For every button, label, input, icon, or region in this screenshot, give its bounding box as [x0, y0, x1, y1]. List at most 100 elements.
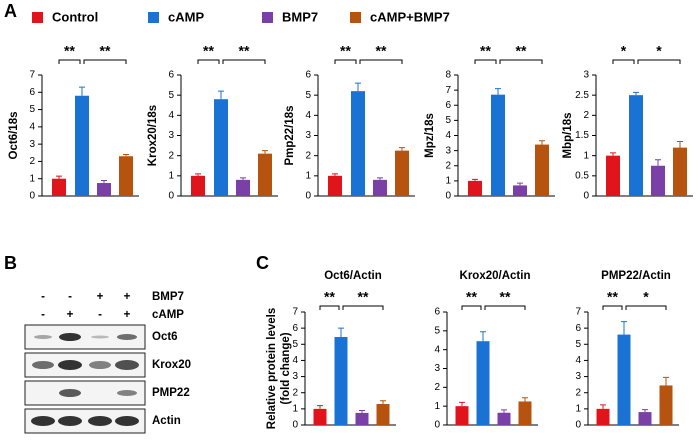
significance-bracket [484, 305, 526, 310]
y-tick-label: 3 [292, 371, 298, 382]
error-bar [539, 140, 545, 145]
y-axis-label: Mbp/18s [562, 112, 574, 158]
bar [535, 144, 549, 196]
y-tick-label: 5 [575, 339, 581, 350]
error-bar [399, 147, 405, 151]
significance-label: * [621, 43, 627, 59]
significance-bracket [222, 59, 266, 64]
error-bar [355, 82, 361, 92]
y-axis-label: Pmp22/18s [284, 105, 296, 165]
error-bar [195, 173, 201, 176]
y-tick-label: 2 [434, 382, 440, 393]
band-label: PMP22 [152, 387, 190, 399]
y-tick-label: 0 [434, 420, 440, 431]
y-tick-label: 2 [445, 160, 451, 171]
error-bar [240, 177, 246, 180]
error-bar [621, 321, 627, 335]
condition-sign: - [41, 309, 45, 321]
bar [513, 185, 527, 196]
y-tick-label: 7 [575, 307, 581, 318]
condition-sign: + [124, 291, 131, 303]
significance-bracket [499, 59, 543, 64]
bar [376, 404, 390, 425]
y-tick-label: 3 [575, 371, 581, 382]
error-bar [380, 400, 386, 405]
y-tick-label: 0 [29, 191, 35, 202]
condition-sign: - [98, 309, 102, 321]
legend-label: cAMP [168, 9, 204, 24]
y-tick-label: 1 [583, 150, 589, 161]
legend-swatch [32, 12, 43, 23]
y-tick-label: 4 [29, 121, 35, 132]
error-bar [517, 182, 523, 186]
band [88, 416, 112, 426]
significance-label: ** [358, 289, 369, 305]
condition-sign: - [41, 291, 45, 303]
significance-label: ** [100, 43, 111, 59]
y-tick-label: 8 [445, 70, 451, 81]
error-bar [101, 179, 107, 184]
bar [629, 95, 643, 196]
significance-label: * [656, 43, 662, 59]
y-tick-label: 6 [292, 323, 298, 334]
bar [606, 155, 620, 196]
significance-label: ** [340, 43, 351, 59]
significance-label: ** [516, 43, 527, 59]
error-bar [317, 405, 323, 409]
bar [497, 412, 511, 425]
significance-bracket [319, 305, 340, 310]
bar [617, 334, 631, 425]
y-tick-label: 5 [29, 104, 35, 115]
y-tick-label: 3 [583, 70, 589, 81]
error-bar [459, 401, 465, 407]
y-tick-label: 2 [305, 150, 311, 161]
bar [373, 179, 387, 196]
condition-sign: + [124, 309, 131, 321]
error-bar [501, 409, 507, 413]
y-tick-label: 5 [434, 325, 440, 336]
significance-bracket [637, 59, 681, 64]
y-tick-label: 0.5 [575, 170, 589, 181]
band [59, 333, 81, 341]
error-bar [377, 177, 383, 180]
error-bar [332, 173, 338, 176]
condition-sign: - [68, 291, 72, 303]
bar [518, 401, 532, 425]
y-tick-label: 4 [168, 110, 174, 121]
y-tick-label: 3 [434, 363, 440, 374]
error-bar [655, 159, 661, 166]
y-tick-label: 6 [29, 87, 35, 98]
condition-sign: + [97, 291, 104, 303]
panel-label: B [4, 253, 17, 273]
y-tick-label: 3 [445, 145, 451, 156]
y-tick-label: 3 [168, 130, 174, 141]
y-tick-label: 6 [434, 307, 440, 318]
band-label: Oct6 [152, 331, 178, 343]
y-tick-label: 1 [29, 173, 35, 184]
error-bar [123, 154, 129, 157]
y-tick-label: 1 [575, 403, 581, 414]
error-bar [633, 91, 639, 96]
error-bar [663, 376, 669, 386]
bar [75, 95, 89, 196]
bar [651, 165, 665, 196]
y-axis-label: Krox20/18s [147, 105, 159, 166]
error-bar [495, 88, 501, 95]
y-tick-label: 4 [292, 355, 298, 366]
band [58, 416, 82, 426]
y-tick-label: 1 [434, 401, 440, 412]
significance-bracket [461, 305, 482, 310]
bar [313, 408, 327, 425]
significance-bracket [359, 59, 403, 64]
y-tick-label: 0 [292, 420, 298, 431]
y-tick-label: 4 [575, 355, 581, 366]
bar [395, 150, 409, 196]
condition-label: cAMP [152, 309, 184, 321]
bar [673, 147, 687, 196]
error-bar [56, 175, 62, 179]
significance-label: ** [607, 289, 618, 305]
error-bar [472, 178, 478, 181]
bar [97, 183, 111, 196]
panel-label: C [256, 253, 269, 273]
